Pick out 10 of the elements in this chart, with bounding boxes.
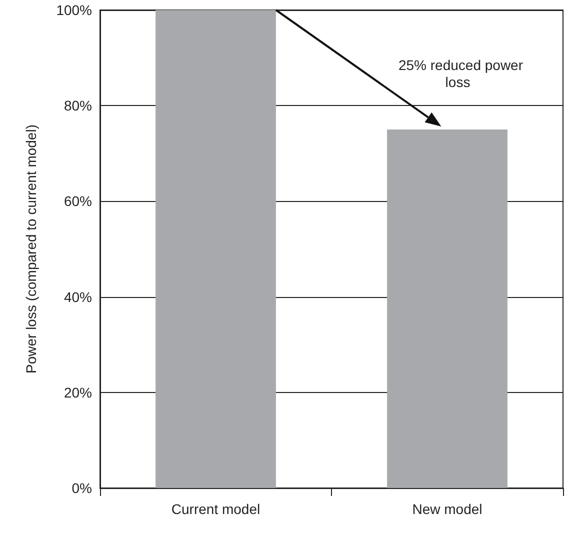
y-tick-label: 40% bbox=[64, 288, 92, 305]
y-tick-label: 100% bbox=[56, 2, 92, 18]
annotation: 25% reduced power loss bbox=[395, 56, 524, 90]
x-tick-label: Current model bbox=[171, 501, 260, 517]
x-tick-label: New model bbox=[412, 501, 482, 517]
y-tick-label: 0% bbox=[72, 480, 92, 496]
y-tick-label: 60% bbox=[64, 193, 92, 210]
y-axis-title: Power loss (compared to current model) bbox=[23, 124, 39, 374]
y-tick-label: 20% bbox=[64, 384, 92, 400]
y-tick-label: 80% bbox=[64, 98, 92, 114]
